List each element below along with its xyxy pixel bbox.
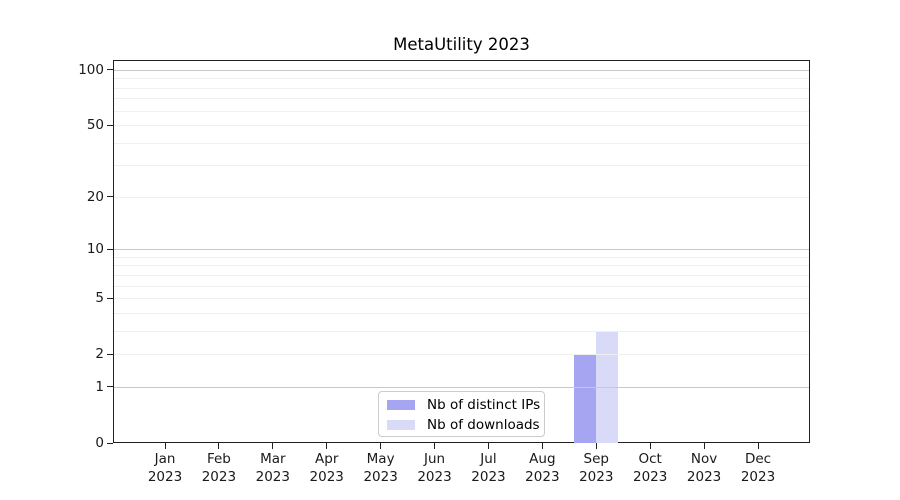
gridline-minor-7 [114, 274, 809, 276]
x-tick-label-sep-2023: Sep 2023 [579, 451, 614, 485]
gridline-minor-40 [114, 142, 809, 144]
x-tick-label-jul-2023: Jul 2023 [471, 451, 506, 485]
x-tick-jan [164, 443, 166, 449]
gridline-minor-60 [114, 110, 809, 112]
gridline-major-1 [114, 386, 809, 388]
x-tick-label-jun-2023: Jun 2023 [417, 451, 452, 485]
bar-nb-of-distinct-ips-sep-2023 [574, 354, 597, 443]
y-tick-label-20: 20 [86, 188, 104, 205]
y-tick-100 [107, 69, 113, 71]
y-tick-label-0: 0 [95, 435, 104, 451]
x-tick-mar [272, 443, 274, 449]
gridline-minor-5 [114, 298, 809, 300]
legend: Nb of distinct IPs Nb of downloads [378, 391, 545, 437]
y-tick-0 [107, 442, 113, 444]
y-tick-1 [107, 386, 113, 388]
y-tick-label-2: 2 [95, 346, 104, 363]
x-tick-label-may-2023: May 2023 [363, 451, 398, 485]
y-tick-label-100: 100 [78, 61, 104, 78]
y-tick-label-50: 50 [86, 117, 104, 134]
y-tick-50 [107, 124, 113, 126]
gridline-minor-6 [114, 285, 809, 287]
x-tick-jul [487, 443, 489, 449]
x-tick-label-feb-2023: Feb 2023 [201, 451, 237, 485]
x-tick-nov [703, 443, 705, 449]
x-tick-label-oct-2023: Oct 2023 [632, 451, 668, 485]
gridline-major-100 [114, 69, 809, 71]
gridline-minor-9 [114, 256, 809, 258]
gridline-minor-20 [114, 196, 809, 198]
y-tick-10 [107, 248, 113, 250]
gridline-minor-3 [114, 330, 809, 332]
legend-label-downloads: Nb of downloads [427, 417, 540, 433]
y-tick-5 [107, 297, 113, 299]
y-tick-label-1: 1 [95, 378, 104, 395]
x-tick-label-jan-2023: Jan 2023 [147, 451, 183, 485]
gridline-minor-4 [114, 312, 809, 314]
legend-swatch-downloads [387, 420, 415, 430]
gridline-minor-90 [114, 78, 809, 80]
gridline-minor-30 [114, 165, 809, 167]
gridline-minor-8 [114, 265, 809, 267]
y-tick-20 [107, 196, 113, 198]
gridline-minor-70 [114, 98, 809, 100]
x-tick-feb [218, 443, 220, 449]
x-tick-may [380, 443, 382, 449]
x-tick-oct [649, 443, 651, 449]
x-tick-label-mar-2023: Mar 2023 [255, 451, 290, 485]
x-tick-jun [434, 443, 436, 449]
gridline-major-10 [114, 249, 809, 251]
y-tick-2 [107, 353, 113, 355]
x-tick-apr [326, 443, 328, 449]
x-tick-aug [541, 443, 543, 449]
gridline-minor-50 [114, 125, 809, 127]
y-tick-label-5: 5 [95, 290, 104, 307]
y-tick-label-10: 10 [86, 241, 104, 258]
chart-title: MetaUtility 2023 [393, 35, 530, 54]
legend-label-distinct-ips: Nb of distinct IPs [427, 397, 541, 413]
x-tick-dec [757, 443, 759, 449]
x-tick-label-aug-2023: Aug 2023 [525, 451, 560, 485]
legend-swatch-distinct-ips [387, 400, 415, 410]
plot-area [113, 60, 810, 443]
legend-item-downloads: Nb of downloads [387, 415, 540, 435]
x-tick-label-nov-2023: Nov 2023 [686, 451, 722, 485]
x-tick-label-dec-2023: Dec 2023 [740, 451, 776, 485]
x-tick-sep [595, 443, 597, 449]
x-tick-label-apr-2023: Apr 2023 [309, 451, 344, 485]
gridline-minor-80 [114, 87, 809, 89]
gridline-minor-2 [114, 354, 809, 356]
legend-item-distinct-ips: Nb of distinct IPs [387, 395, 540, 415]
